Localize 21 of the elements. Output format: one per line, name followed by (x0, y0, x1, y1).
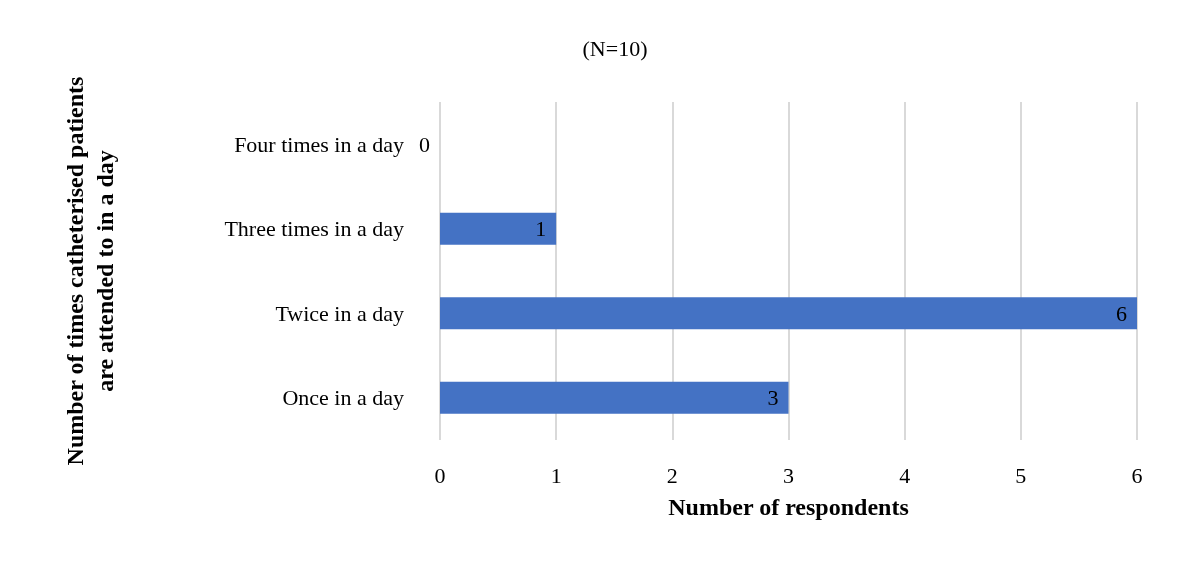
bar (440, 381, 789, 414)
chart-title: (N=10) (582, 35, 648, 61)
y-tick-label: Twice in a day (275, 300, 404, 326)
x-tick-label: 5 (1015, 462, 1027, 488)
x-tick-label: 3 (783, 462, 794, 488)
data-label: 1 (535, 216, 547, 242)
y-axis-title: Number of times catheterised patients are attended to in a day (62, 76, 118, 466)
x-tick-label: 6 (1131, 462, 1143, 488)
y-tick-label: Once in a day (282, 385, 404, 411)
x-tick-label: 2 (666, 462, 678, 488)
data-label: 0 (419, 131, 430, 157)
x-axis-title: Number of respondents (668, 494, 909, 520)
bar (440, 297, 1137, 330)
x-tick-label: 1 (550, 462, 562, 488)
x-tick-label: 4 (899, 462, 911, 488)
y-tick-label: Three times in a day (224, 216, 404, 242)
data-label: 6 (1116, 300, 1127, 326)
bar (440, 212, 557, 245)
y-tick-label: Four times in a day (234, 131, 404, 157)
data-label: 3 (767, 385, 779, 411)
x-tick-label: 0 (434, 462, 446, 488)
